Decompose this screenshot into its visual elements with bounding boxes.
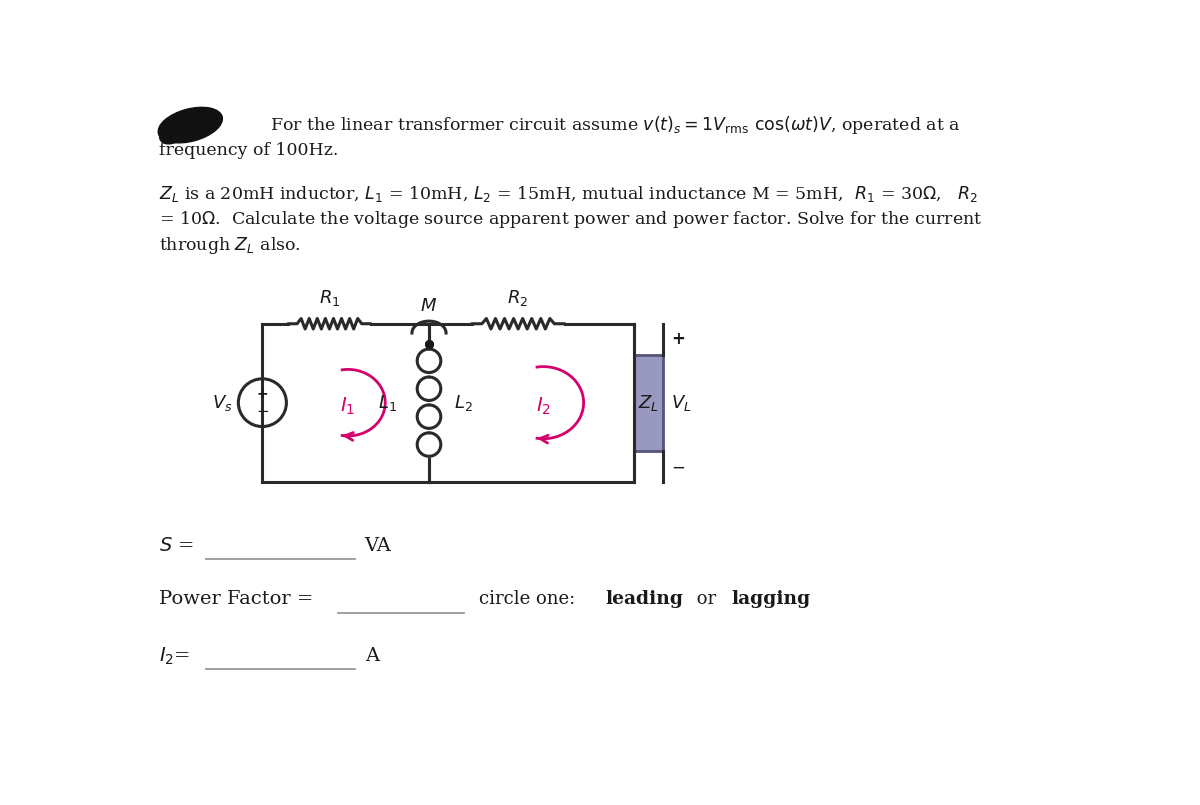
Text: circle one:: circle one:: [479, 590, 581, 609]
Text: $I_2$=: $I_2$=: [160, 646, 191, 667]
Bar: [635, 354, 664, 451]
Text: A: A: [365, 647, 379, 666]
Text: $L_2$: $L_2$: [454, 393, 473, 413]
Text: $Z_L$: $Z_L$: [638, 393, 659, 413]
Text: $R_2$: $R_2$: [508, 288, 529, 308]
Text: −: −: [671, 459, 685, 477]
Text: $V_s$: $V_s$: [211, 393, 232, 413]
Text: $Z_L$ is a 20mH inductor, $L_1$ = 10mH, $L_2$ = 15mH, mutual inductance M = 5mH,: $Z_L$ is a 20mH inductor, $L_1$ = 10mH, …: [160, 184, 978, 204]
Text: $I_1$: $I_1$: [341, 396, 355, 417]
Text: $R_1$: $R_1$: [319, 288, 340, 308]
Ellipse shape: [158, 107, 222, 142]
Text: VA: VA: [365, 536, 391, 555]
Text: leading: leading: [606, 590, 684, 609]
Text: $V_L$: $V_L$: [671, 393, 691, 413]
Text: +: +: [257, 387, 268, 401]
Text: −: −: [256, 403, 269, 419]
Text: $S$ =: $S$ =: [160, 536, 194, 555]
Text: $L_1$: $L_1$: [378, 393, 396, 413]
Text: Power Factor =: Power Factor =: [160, 590, 313, 609]
Text: or: or: [691, 590, 722, 609]
Text: = 10$\Omega$.  Calculate the voltage source apparent power and power factor. Sol: = 10$\Omega$. Calculate the voltage sour…: [160, 209, 983, 230]
Text: $I_2$: $I_2$: [536, 396, 551, 417]
Ellipse shape: [160, 122, 187, 144]
Text: +: +: [671, 330, 685, 349]
Text: For the linear transformer circuit assume $v(t)_s = 1V_{\rm rms}\ \cos(\omega t): For the linear transformer circuit assum…: [270, 114, 960, 136]
Text: $M$: $M$: [420, 297, 438, 315]
Text: frequency of 100Hz.: frequency of 100Hz.: [160, 142, 338, 159]
Text: through $Z_L$ also.: through $Z_L$ also.: [160, 235, 301, 256]
Text: lagging: lagging: [731, 590, 810, 609]
